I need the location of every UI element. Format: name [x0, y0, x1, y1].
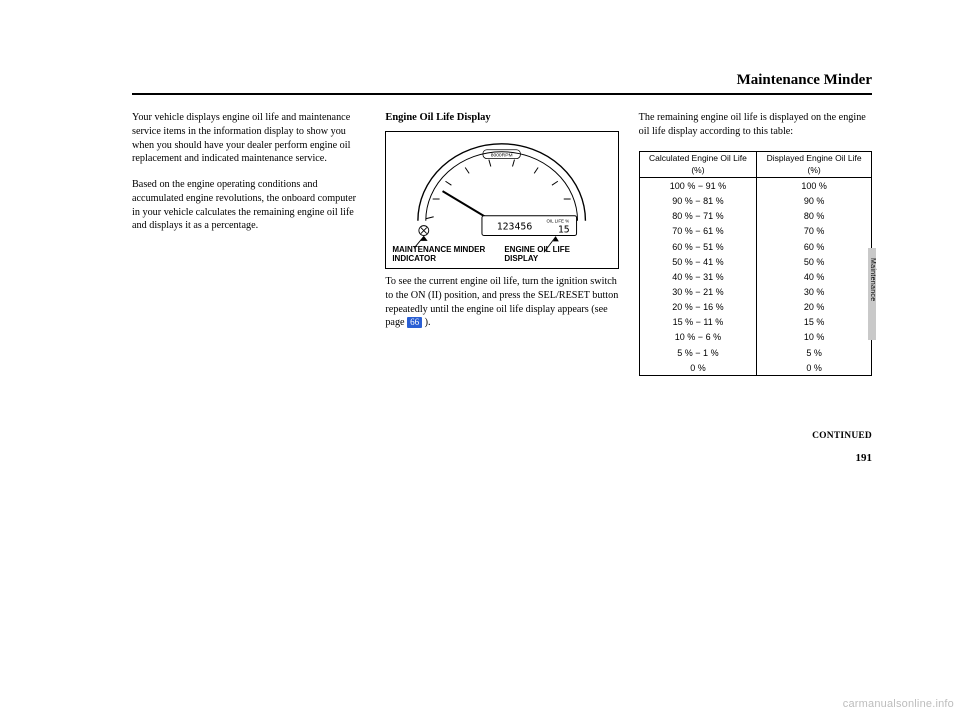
intro-paragraph-2: Based on the engine operating conditions…: [132, 178, 365, 233]
table-row: 10 % − 6 %10 %: [639, 330, 871, 345]
table-row: 40 % − 31 %40 %: [639, 269, 871, 284]
table-cell: 90 % − 81 %: [639, 194, 757, 209]
continued-label: CONTINUED: [639, 430, 872, 443]
th-displayed: Displayed Engine Oil Life (%): [757, 151, 872, 178]
column-3: The remaining engine oil life is display…: [639, 111, 872, 466]
table-intro: The remaining engine oil life is display…: [639, 111, 872, 139]
table-cell: 10 %: [757, 330, 872, 345]
watermark: carmanualsonline.info: [843, 698, 954, 710]
table-cell: 10 % − 6 %: [639, 330, 757, 345]
table-cell: 5 %: [757, 345, 872, 360]
thumb-tab-label: Maintenance: [869, 258, 876, 301]
table-row: 20 % − 16 %20 %: [639, 300, 871, 315]
table-cell: 100 %: [757, 178, 872, 194]
table-row: 15 % − 11 %15 %: [639, 315, 871, 330]
table-cell: 20 % − 16 %: [639, 300, 757, 315]
table-cell: 60 % − 51 %: [639, 239, 757, 254]
table-cell: 80 %: [757, 209, 872, 224]
gauge-top-label: 8000RPM: [491, 153, 513, 159]
label-engine-oil-life: ENGINE OIL LIFE DISPLAY: [504, 246, 604, 264]
manual-page: Maintenance Minder Your vehicle displays…: [0, 0, 960, 714]
page-link-66[interactable]: 66: [407, 317, 422, 328]
column-1: Your vehicle displays engine oil life an…: [132, 111, 365, 466]
table-row: 30 % − 21 %30 %: [639, 284, 871, 299]
table-cell: 90 %: [757, 194, 872, 209]
table-row: 0 %0 %: [639, 360, 871, 376]
table-cell: 60 %: [757, 239, 872, 254]
table-cell: 40 % − 31 %: [639, 269, 757, 284]
gauge-oil-label: OIL LIFE %: [547, 219, 570, 224]
th-calculated: Calculated Engine Oil Life (%): [639, 151, 757, 178]
table-cell: 40 %: [757, 269, 872, 284]
table-cell: 50 %: [757, 254, 872, 269]
table-cell: 15 %: [757, 315, 872, 330]
gauge-illustration: 8000RPM 123456 OIL LIFE % 15: [385, 131, 618, 269]
gauge-odometer: 123456: [497, 222, 533, 233]
table-row: 100 % − 91 %100 %: [639, 178, 871, 194]
body-columns: Your vehicle displays engine oil life an…: [132, 111, 872, 466]
table-cell: 80 % − 71 %: [639, 209, 757, 224]
header-rule: [132, 93, 872, 95]
table-cell: 70 %: [757, 224, 872, 239]
thumb-tab: Maintenance: [868, 248, 876, 340]
table-row: 70 % − 61 %70 %: [639, 224, 871, 239]
table-row: 50 % − 41 %50 %: [639, 254, 871, 269]
table-cell: 30 %: [757, 284, 872, 299]
table-cell: 20 %: [757, 300, 872, 315]
table-cell: 70 % − 61 %: [639, 224, 757, 239]
table-cell: 50 % − 41 %: [639, 254, 757, 269]
table-row: 5 % − 1 %5 %: [639, 345, 871, 360]
label-maintenance-minder: MAINTENANCE MINDER INDICATOR: [392, 246, 502, 264]
page-title: Maintenance Minder: [132, 72, 872, 89]
caption-text-b: ).: [422, 317, 431, 328]
engine-oil-life-heading: Engine Oil Life Display: [385, 111, 618, 125]
column-2: Engine Oil Life Display: [385, 111, 618, 466]
table-row: 90 % − 81 %90 %: [639, 194, 871, 209]
table-row: 60 % − 51 %60 %: [639, 239, 871, 254]
table-cell: 5 % − 1 %: [639, 345, 757, 360]
table-cell: 0 %: [757, 360, 872, 376]
gauge-oil-value: 15: [558, 225, 570, 236]
table-row: 80 % − 71 %80 %: [639, 209, 871, 224]
table-cell: 15 % − 11 %: [639, 315, 757, 330]
intro-paragraph-1: Your vehicle displays engine oil life an…: [132, 111, 365, 166]
table-cell: 0 %: [639, 360, 757, 376]
table-cell: 30 % − 21 %: [639, 284, 757, 299]
table-cell: 100 % − 91 %: [639, 178, 757, 194]
oil-life-caption: To see the current engine oil life, turn…: [385, 275, 618, 330]
page-number: 191: [639, 451, 872, 466]
oil-life-table: Calculated Engine Oil Life (%) Displayed…: [639, 151, 872, 377]
